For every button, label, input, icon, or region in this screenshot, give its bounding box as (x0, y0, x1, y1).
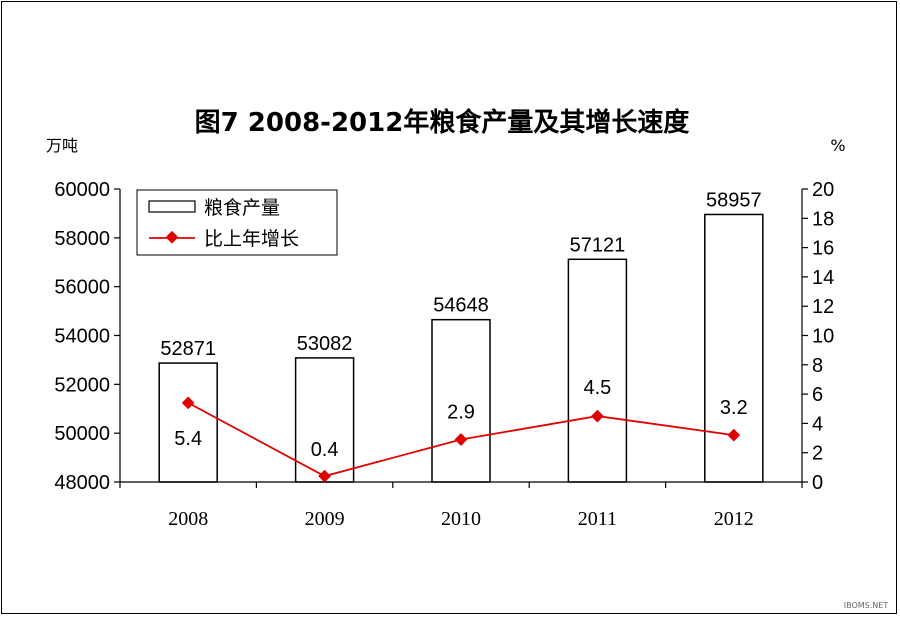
bar-label-2009: 53082 (297, 333, 353, 355)
axes: 48000 50000 52000 54000 56000 58000 60000 0 2 4 6 8… (54, 179, 834, 530)
right-tick-label: 8 (812, 355, 823, 377)
left-tick-label: 56000 (54, 277, 110, 299)
bar-label-2008: 52871 (160, 338, 216, 360)
right-tick-label: 6 (812, 384, 823, 406)
growth-label-2010: 2.9 (447, 402, 475, 424)
watermark: IBOMS.NET (844, 601, 889, 610)
right-tick-label: 14 (812, 267, 834, 289)
left-tick-label: 50000 (54, 423, 110, 445)
growth-label-2009: 0.4 (311, 439, 339, 461)
growth-point-2009 (318, 469, 331, 483)
right-axis-unit: % (830, 136, 845, 155)
bar-2012 (704, 213, 764, 483)
right-tick-label: 4 (812, 413, 823, 435)
bar-label-2012: 58957 (706, 189, 762, 211)
x-tick-label-2011: 2011 (578, 508, 617, 530)
legend: 粮食产量 比上年增长 (136, 189, 338, 256)
bar-label-2010: 54648 (433, 295, 489, 317)
left-tick-label: 58000 (54, 228, 110, 250)
bar-series: 52871 53082 54648 57121 58957 (158, 189, 764, 483)
left-tick-label: 52000 (54, 374, 110, 396)
right-tick-label: 18 (812, 208, 834, 230)
right-tick-label: 12 (812, 296, 834, 318)
legend-line-marker (165, 230, 179, 244)
bar-label-2011: 57121 (570, 234, 626, 256)
chart-title: 图7 2008-2012年粮食产量及其增长速度 (195, 107, 690, 138)
right-tick-label: 10 (812, 326, 834, 348)
growth-label-2008: 5.4 (174, 428, 202, 450)
x-tick-label-2012: 2012 (714, 508, 754, 530)
left-tick-label: 48000 (54, 472, 110, 494)
legend-line-label: 比上年增长 (204, 228, 299, 250)
right-tick-label: 16 (812, 238, 834, 260)
right-tick-label: 0 (812, 472, 823, 494)
x-tick-label-2008: 2008 (168, 508, 208, 530)
left-tick-label: 60000 (54, 179, 110, 201)
legend-bar-swatch (148, 200, 196, 213)
bar-2011 (567, 258, 628, 483)
growth-point-2010 (454, 433, 468, 446)
legend-bar-label: 粮食产量 (204, 197, 280, 219)
growth-label-2012: 3.2 (720, 397, 748, 419)
right-tick-label: 20 (812, 179, 834, 201)
left-axis-unit: 万吨 (46, 136, 78, 155)
x-tick-label-2009: 2009 (305, 508, 345, 530)
bar-2009 (294, 357, 355, 483)
line-series: 5.4 0.4 2.9 4.5 3.2 (174, 377, 748, 483)
growth-point-2008 (181, 396, 195, 410)
x-tick-label-2010: 2010 (441, 508, 481, 530)
bar-2008 (158, 362, 218, 483)
left-tick-label: 54000 (54, 326, 110, 348)
growth-label-2011: 4.5 (583, 377, 611, 399)
right-tick-label: 2 (812, 443, 823, 465)
